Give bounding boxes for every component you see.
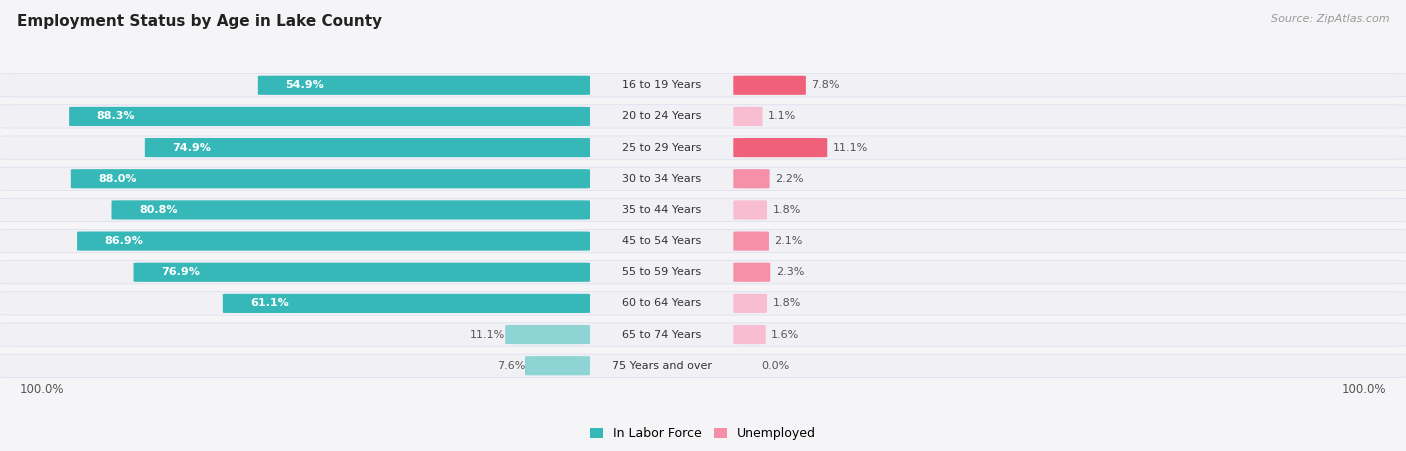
FancyBboxPatch shape xyxy=(0,354,1406,377)
FancyBboxPatch shape xyxy=(0,292,1406,315)
Text: 74.9%: 74.9% xyxy=(173,143,211,152)
Text: 76.9%: 76.9% xyxy=(162,267,200,277)
Text: 30 to 34 Years: 30 to 34 Years xyxy=(621,174,702,184)
FancyBboxPatch shape xyxy=(0,198,1406,221)
FancyBboxPatch shape xyxy=(524,356,591,375)
Text: 60 to 64 Years: 60 to 64 Years xyxy=(621,299,702,308)
Text: 61.1%: 61.1% xyxy=(250,299,290,308)
FancyBboxPatch shape xyxy=(0,105,1406,128)
Text: 75 Years and over: 75 Years and over xyxy=(612,361,711,371)
Text: 16 to 19 Years: 16 to 19 Years xyxy=(621,80,702,90)
FancyBboxPatch shape xyxy=(70,169,591,189)
Text: 88.3%: 88.3% xyxy=(97,111,135,121)
Text: 11.1%: 11.1% xyxy=(470,330,505,340)
Text: 1.6%: 1.6% xyxy=(772,330,800,340)
FancyBboxPatch shape xyxy=(0,323,1406,346)
FancyBboxPatch shape xyxy=(77,231,591,251)
FancyBboxPatch shape xyxy=(734,231,769,251)
Text: 7.8%: 7.8% xyxy=(811,80,839,90)
Text: 25 to 29 Years: 25 to 29 Years xyxy=(621,143,702,152)
FancyBboxPatch shape xyxy=(111,200,591,220)
Text: 80.8%: 80.8% xyxy=(139,205,177,215)
Text: 0.0%: 0.0% xyxy=(761,361,789,371)
Text: 100.0%: 100.0% xyxy=(1341,382,1386,396)
FancyBboxPatch shape xyxy=(505,325,591,344)
Text: 20 to 24 Years: 20 to 24 Years xyxy=(621,111,702,121)
Text: 1.8%: 1.8% xyxy=(772,205,801,215)
FancyBboxPatch shape xyxy=(734,325,766,344)
Legend: In Labor Force, Unemployed: In Labor Force, Unemployed xyxy=(585,423,821,446)
Text: 100.0%: 100.0% xyxy=(20,382,65,396)
FancyBboxPatch shape xyxy=(0,74,1406,97)
Text: 35 to 44 Years: 35 to 44 Years xyxy=(621,205,702,215)
FancyBboxPatch shape xyxy=(734,76,806,95)
FancyBboxPatch shape xyxy=(734,294,768,313)
Text: 45 to 54 Years: 45 to 54 Years xyxy=(621,236,702,246)
Text: 1.8%: 1.8% xyxy=(772,299,801,308)
FancyBboxPatch shape xyxy=(734,169,769,189)
FancyBboxPatch shape xyxy=(134,262,591,282)
Text: Source: ZipAtlas.com: Source: ZipAtlas.com xyxy=(1271,14,1389,23)
Text: 86.9%: 86.9% xyxy=(104,236,143,246)
Text: 7.6%: 7.6% xyxy=(496,361,524,371)
FancyBboxPatch shape xyxy=(69,107,591,126)
Text: 65 to 74 Years: 65 to 74 Years xyxy=(621,330,702,340)
FancyBboxPatch shape xyxy=(0,230,1406,253)
FancyBboxPatch shape xyxy=(222,294,591,313)
FancyBboxPatch shape xyxy=(0,167,1406,190)
FancyBboxPatch shape xyxy=(145,138,591,157)
FancyBboxPatch shape xyxy=(0,136,1406,159)
FancyBboxPatch shape xyxy=(734,262,770,282)
Text: 2.2%: 2.2% xyxy=(775,174,804,184)
FancyBboxPatch shape xyxy=(734,138,827,157)
Text: 2.1%: 2.1% xyxy=(775,236,803,246)
FancyBboxPatch shape xyxy=(734,107,762,126)
FancyBboxPatch shape xyxy=(0,261,1406,284)
Text: 2.3%: 2.3% xyxy=(776,267,804,277)
Text: 11.1%: 11.1% xyxy=(832,143,868,152)
Text: Employment Status by Age in Lake County: Employment Status by Age in Lake County xyxy=(17,14,382,28)
Text: 88.0%: 88.0% xyxy=(98,174,136,184)
Text: 54.9%: 54.9% xyxy=(285,80,325,90)
FancyBboxPatch shape xyxy=(734,200,768,220)
Text: 1.1%: 1.1% xyxy=(768,111,796,121)
Text: 55 to 59 Years: 55 to 59 Years xyxy=(621,267,702,277)
FancyBboxPatch shape xyxy=(257,76,591,95)
